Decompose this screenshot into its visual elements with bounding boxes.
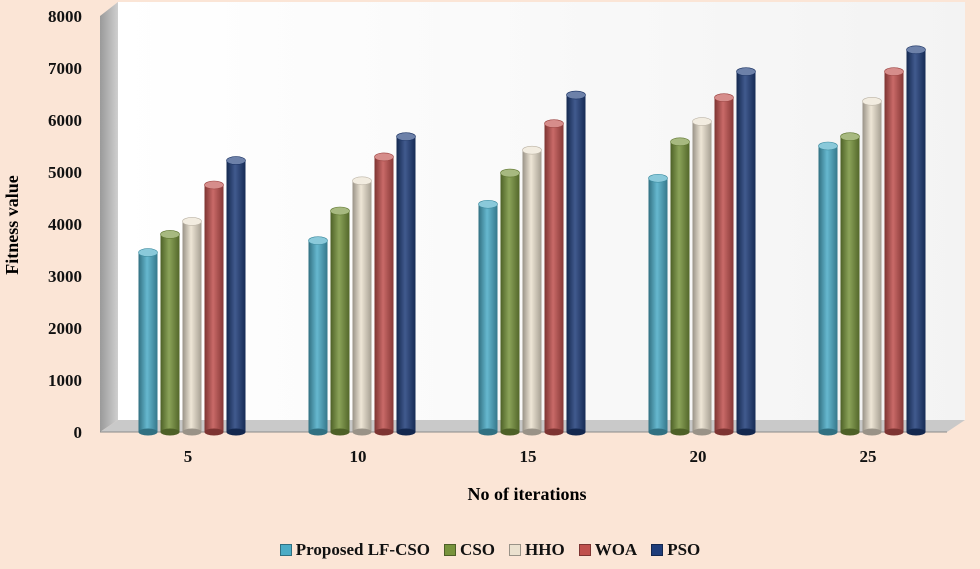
y-tick-label: 5000 <box>48 163 82 182</box>
legend-swatch <box>651 544 664 556</box>
bar <box>714 93 734 436</box>
bar <box>182 217 202 436</box>
bar <box>544 119 564 436</box>
x-tick-label: 15 <box>520 447 537 466</box>
y-tick-label: 6000 <box>48 111 82 130</box>
bar <box>906 45 926 436</box>
bar <box>330 206 350 436</box>
y-tick-label: 3000 <box>48 267 82 286</box>
legend-swatch <box>444 544 457 556</box>
x-tick-label: 10 <box>350 447 367 466</box>
bar <box>500 168 520 436</box>
bar <box>522 145 542 436</box>
bar <box>396 132 416 436</box>
y-tick-label: 2000 <box>48 319 82 338</box>
bar <box>160 230 180 436</box>
legend: Proposed LF-CSO CSO HHO WOA PSO <box>0 540 980 560</box>
y-tick-label: 1000 <box>48 371 82 390</box>
legend-item: HHO <box>509 540 565 560</box>
bar <box>736 67 756 436</box>
bar <box>818 141 838 436</box>
plot-side-wall <box>100 2 118 432</box>
x-axis-title: No of iterations <box>468 484 587 504</box>
x-tick-label: 20 <box>690 447 707 466</box>
legend-item: WOA <box>578 540 638 560</box>
bar <box>204 180 224 436</box>
legend-label: CSO <box>460 540 496 559</box>
y-tick-label: 0 <box>74 423 83 442</box>
legend-label: HHO <box>525 540 565 559</box>
bar <box>840 132 860 436</box>
bar <box>226 156 246 436</box>
legend-swatch <box>578 544 591 556</box>
legend-item: Proposed LF-CSO <box>279 540 431 560</box>
bar <box>308 236 328 436</box>
legend-item: PSO <box>651 540 700 560</box>
bar <box>138 248 158 436</box>
bar <box>478 199 498 436</box>
legend-label: Proposed LF-CSO <box>295 540 431 559</box>
bar <box>692 117 712 436</box>
y-tick-label: 8000 <box>48 7 82 26</box>
legend-label: PSO <box>667 540 701 559</box>
y-tick-label: 7000 <box>48 59 82 78</box>
x-tick-label: 25 <box>860 447 877 466</box>
legend-swatch <box>509 544 522 556</box>
legend-item: CSO <box>444 540 495 560</box>
x-tick-label: 5 <box>184 447 193 466</box>
y-axis-title: Fitness value <box>2 175 22 275</box>
bar <box>648 173 668 436</box>
y-tick-label: 4000 <box>48 215 82 234</box>
legend-label: WOA <box>594 540 638 559</box>
bar <box>670 137 690 436</box>
bar <box>862 96 882 436</box>
bar <box>884 67 904 436</box>
bar <box>566 90 586 436</box>
bar-chart: 0 1000 2000 3000 4000 5000 6000 7000 8000 5 10 15 20… <box>2 2 965 504</box>
bar <box>352 176 372 436</box>
legend-swatch <box>279 544 292 556</box>
bar <box>374 152 394 436</box>
